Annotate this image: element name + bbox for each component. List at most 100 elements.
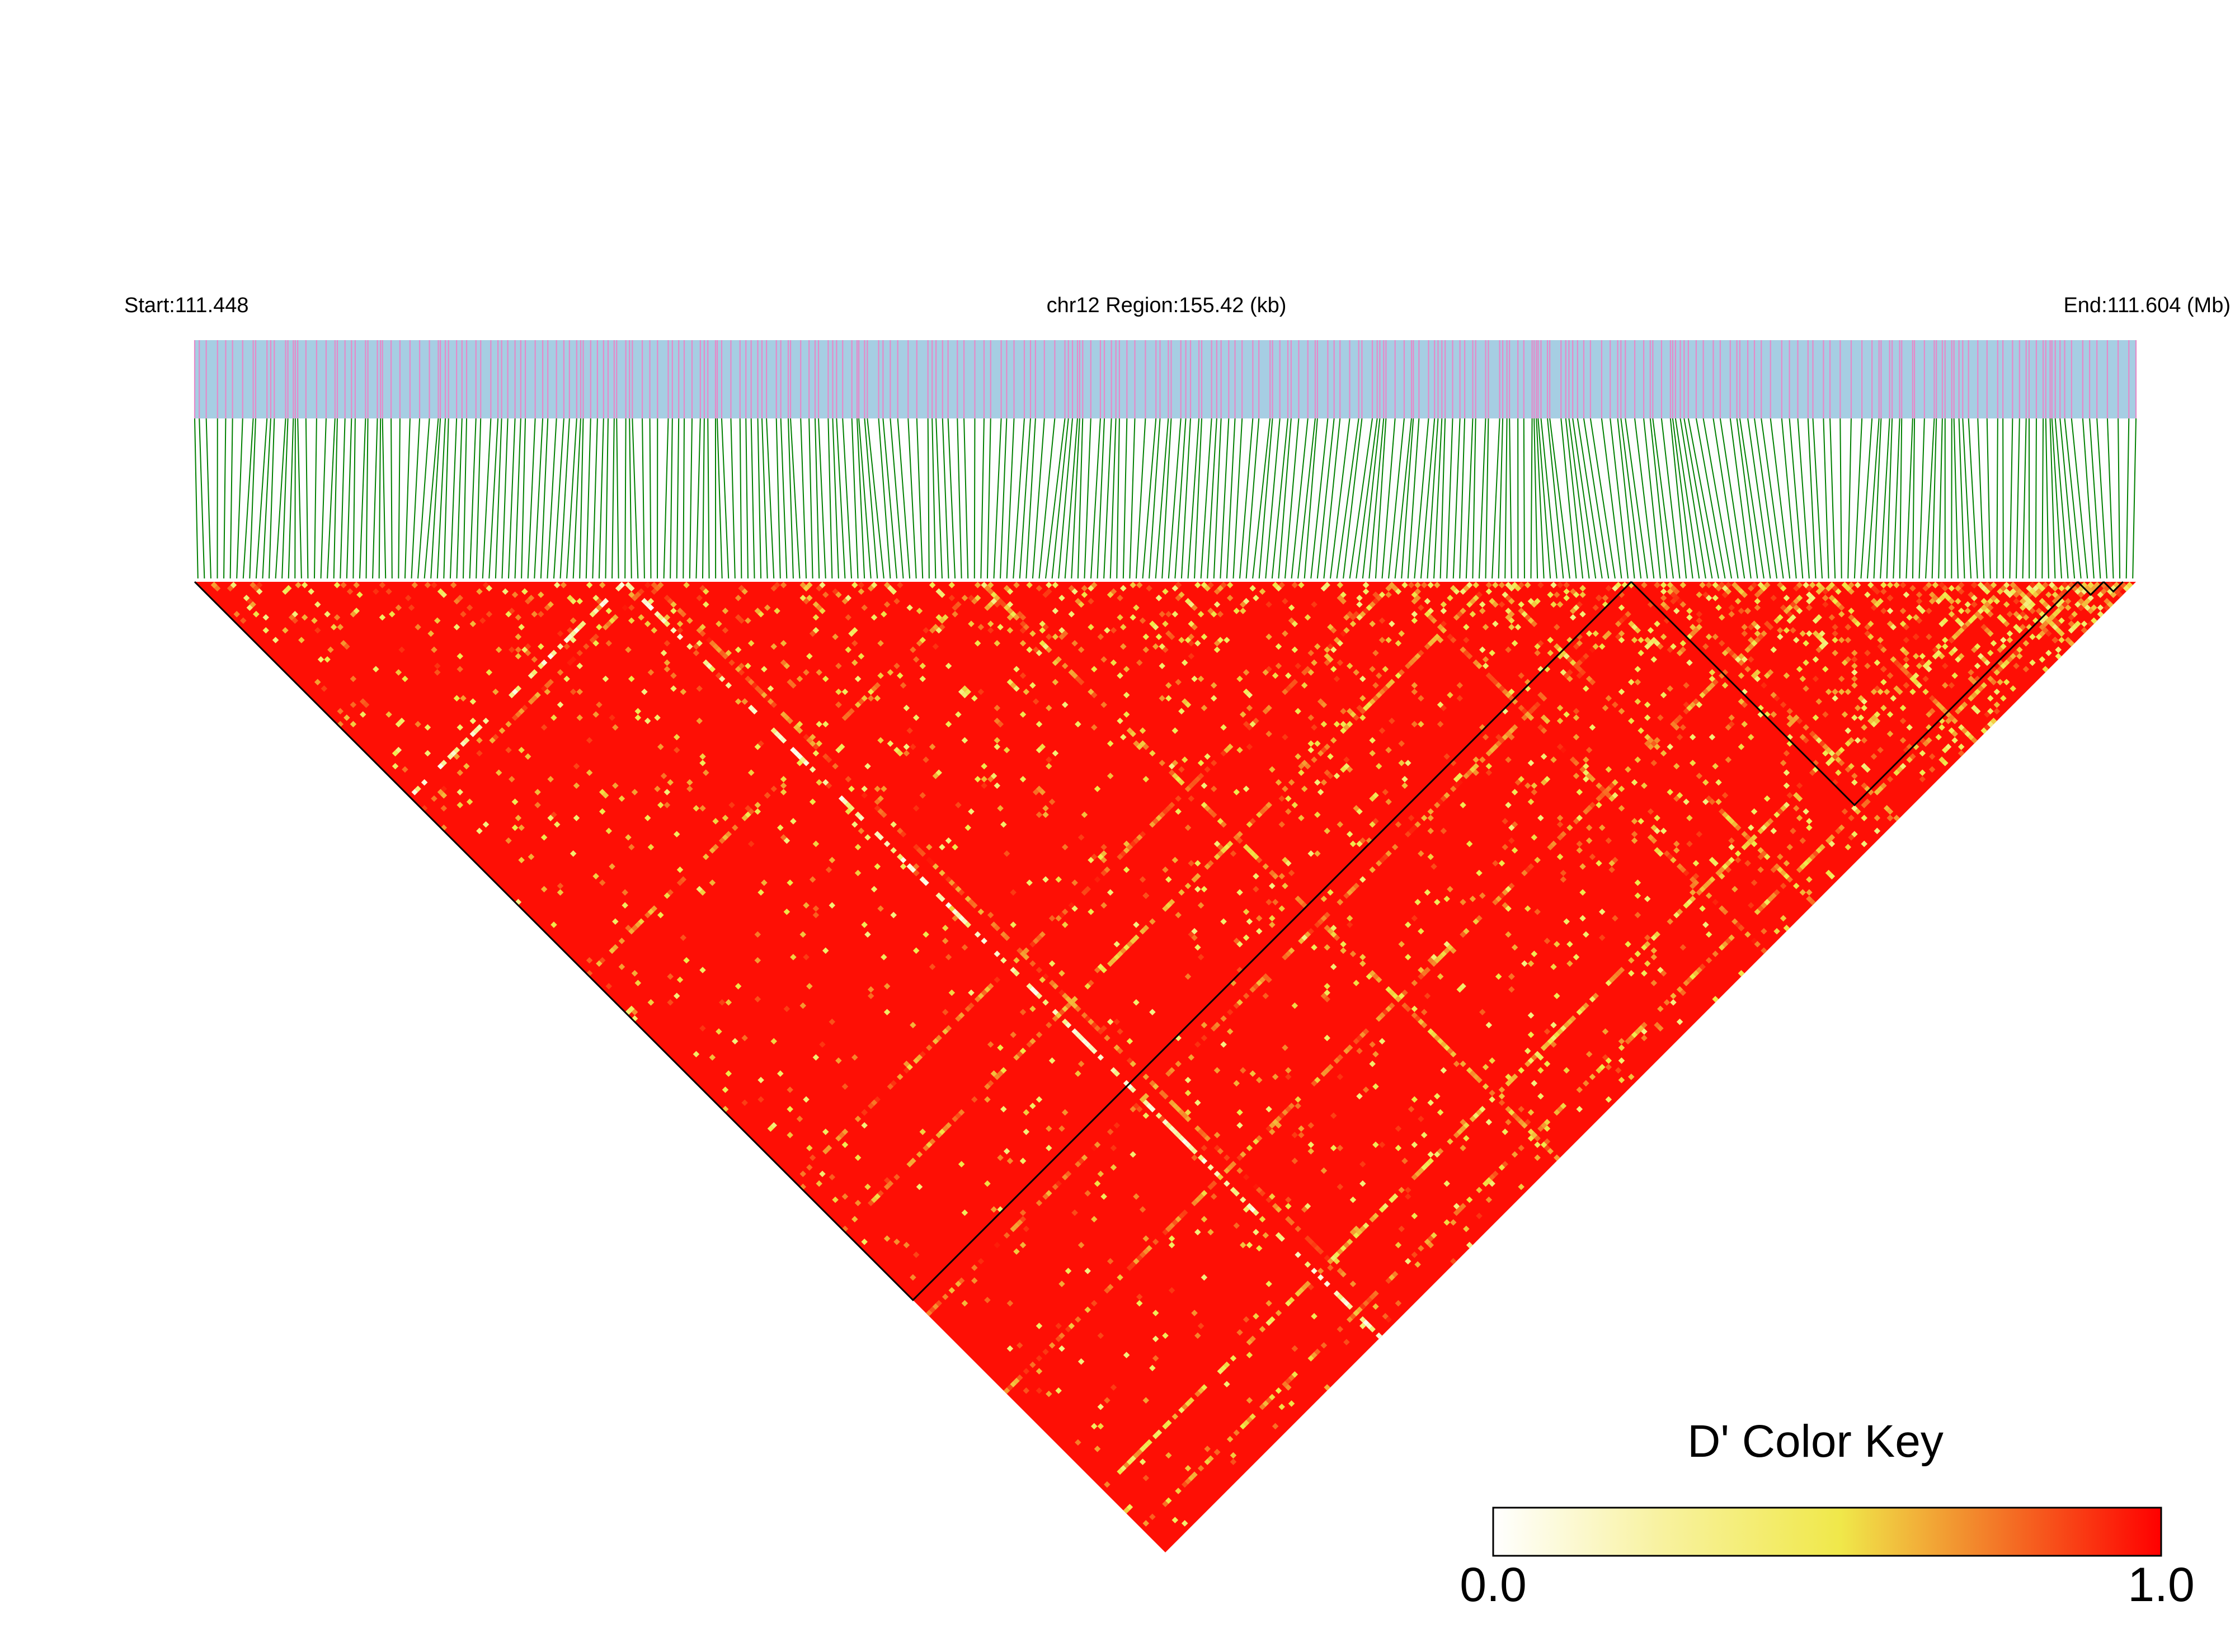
ld-cell xyxy=(1398,1225,1405,1232)
ld-cell xyxy=(1184,1109,1192,1116)
ld-cell xyxy=(1806,604,1813,611)
ld-cell xyxy=(1437,798,1444,806)
ld-cell xyxy=(955,711,962,718)
ld-cell xyxy=(1676,649,1683,657)
ld-cell xyxy=(1385,1316,1392,1323)
ld-cell xyxy=(2029,633,2036,641)
ld-cell xyxy=(1249,721,1256,728)
ld-cell xyxy=(547,601,554,608)
ld-cell xyxy=(1194,1099,1201,1106)
snp-connector xyxy=(836,418,846,579)
snp-connector xyxy=(1568,418,1590,579)
haplotype-block-outlines xyxy=(194,581,2124,1302)
ld-cell xyxy=(1618,1057,1625,1064)
ld-cell xyxy=(1971,601,1978,608)
ld-cell xyxy=(392,763,399,770)
ld-cell xyxy=(1566,824,1573,831)
ld-cell xyxy=(1841,808,1848,815)
ld-cell xyxy=(887,740,894,747)
ld-cell xyxy=(1961,727,1968,734)
ld-cell xyxy=(1489,597,1495,605)
ld-cell xyxy=(434,662,441,670)
ld-cell xyxy=(434,669,441,676)
ld-cell xyxy=(812,1054,820,1061)
ld-cell xyxy=(1259,1190,1266,1197)
ld-cell xyxy=(1120,643,1127,650)
ld-cell xyxy=(1815,646,1823,653)
ld-cell xyxy=(415,785,421,792)
ld-cell xyxy=(1585,1051,1593,1058)
ld-cell xyxy=(1450,785,1457,792)
ld-cell xyxy=(1349,1281,1357,1287)
ld-cell xyxy=(1246,704,1253,712)
ld-cell xyxy=(1046,646,1052,653)
ld-cell xyxy=(1731,653,1738,660)
ld-cell xyxy=(618,963,625,970)
ld-cell xyxy=(1359,708,1366,715)
ld-cell xyxy=(2097,611,2104,618)
ld-cell xyxy=(764,792,771,799)
ld-cell xyxy=(596,624,603,630)
ld-cell xyxy=(1514,585,1522,592)
ld-cell xyxy=(1162,866,1169,873)
ld-cell xyxy=(1573,643,1580,650)
ld-cell xyxy=(1718,873,1725,880)
ld-cell xyxy=(1052,1009,1059,1015)
ld-cell xyxy=(1133,999,1140,1006)
ld-cell xyxy=(1679,866,1687,873)
ld-cell xyxy=(1324,769,1330,776)
snp-connector xyxy=(1847,418,1852,579)
haplotype-block xyxy=(2103,581,2124,593)
ld-cell xyxy=(476,588,483,595)
ld-cell xyxy=(1068,902,1075,909)
ld-cell xyxy=(1107,1258,1114,1265)
ld-cell xyxy=(1683,708,1690,715)
ld-cell xyxy=(1657,967,1664,973)
ld-cell xyxy=(531,611,538,618)
ld-cell xyxy=(1556,582,1564,589)
ld-cell xyxy=(1958,724,1965,731)
snp-connector xyxy=(1343,418,1363,579)
ld-cell xyxy=(567,627,573,634)
ld-cell xyxy=(1090,666,1098,672)
ld-cell xyxy=(1495,740,1502,747)
ld-cell xyxy=(693,1051,700,1058)
snp-connector xyxy=(1329,418,1351,579)
ld-cell xyxy=(1679,944,1687,951)
ld-cell xyxy=(1832,688,1838,695)
ld-cell xyxy=(1249,1070,1256,1077)
ld-cell xyxy=(1424,1239,1431,1245)
ld-cell xyxy=(1792,637,1800,643)
ld-cell xyxy=(664,620,671,627)
ld-cell xyxy=(256,582,263,589)
ld-cell xyxy=(1346,921,1353,928)
ld-cell xyxy=(340,582,347,589)
snp-connector xyxy=(1823,418,1829,579)
ld-cell xyxy=(1968,591,1974,598)
ld-cell xyxy=(1204,863,1211,870)
ld-cell xyxy=(861,1122,868,1129)
ld-cell xyxy=(841,714,849,721)
ld-cell xyxy=(1456,779,1464,786)
ld-cell xyxy=(877,1190,884,1197)
ld-cell xyxy=(1527,798,1535,806)
ld-cell xyxy=(1210,1180,1217,1187)
region-size-label: chr12 Region:155.42 (kb) xyxy=(1046,294,1287,317)
ld-cell xyxy=(1670,999,1677,1006)
ld-cell xyxy=(1104,866,1111,873)
ld-cell xyxy=(1592,604,1599,611)
ld-cell xyxy=(1337,1183,1344,1190)
ld-cell xyxy=(2113,582,2120,589)
ld-cell xyxy=(1524,679,1531,686)
ld-cell xyxy=(887,669,894,676)
ld-cell xyxy=(1346,721,1353,728)
snp-connector xyxy=(1032,418,1045,579)
ld-cell xyxy=(1903,746,1910,754)
ld-cell xyxy=(1777,582,1784,589)
ld-cell xyxy=(1984,627,1991,634)
ld-cell xyxy=(1897,766,1903,773)
ld-cell xyxy=(1036,992,1043,1000)
ld-cell xyxy=(625,582,632,589)
ld-cell xyxy=(1472,659,1479,666)
